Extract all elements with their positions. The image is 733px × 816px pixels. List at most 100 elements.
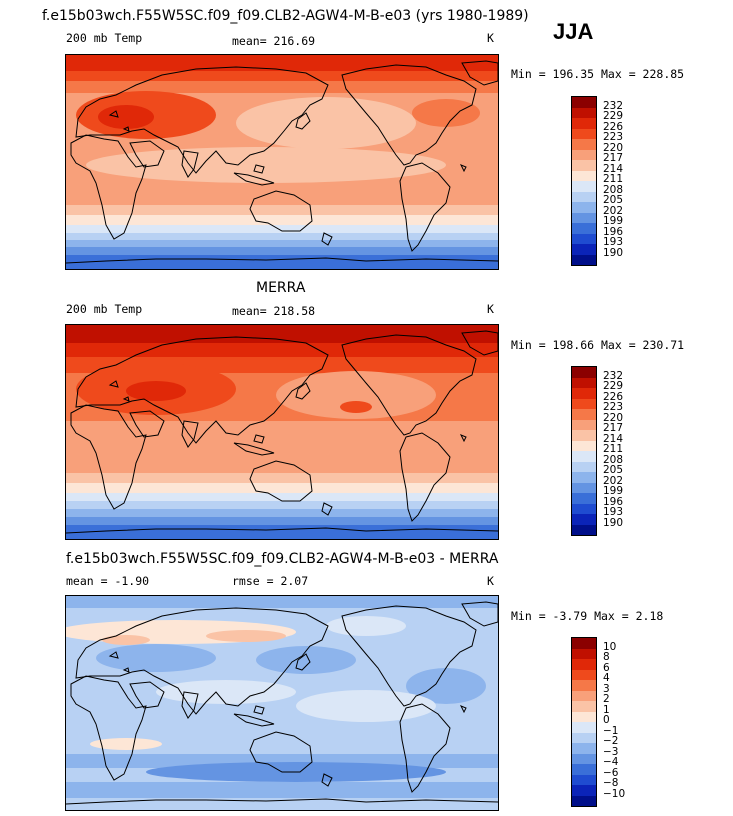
colorbar-1-labels: 232 229 226 223 220 217 214 211 208 205 … <box>603 100 624 259</box>
panel3-map-svg <box>66 596 498 810</box>
colorbar-2-label: 211 <box>603 443 624 456</box>
colorbar-3-swatch <box>572 753 596 764</box>
colorbar-2-swatch <box>572 440 596 451</box>
colorbar-3-label: −2 <box>603 735 619 748</box>
panel1-units: K <box>487 31 494 45</box>
colorbar-2-label: 193 <box>603 506 624 519</box>
colorbar-2-swatch <box>572 398 596 409</box>
colorbar-3 <box>571 637 597 807</box>
panel1-map <box>65 54 499 270</box>
panel1-variable: 200 mb Temp <box>66 31 143 45</box>
colorbar-1-label: 196 <box>603 225 624 238</box>
colorbar-3-label: 8 <box>603 651 610 664</box>
panel1-minmax: Min = 196.35 Max = 228.85 <box>511 67 685 81</box>
colorbar-1-swatch <box>572 212 596 223</box>
panel2-units: K <box>487 302 494 316</box>
colorbar-2-swatch <box>572 388 596 399</box>
colorbar-3-label: −3 <box>603 745 619 758</box>
colorbar-1-swatch <box>572 191 596 202</box>
panel3-rmse: rmse = 2.07 <box>232 574 309 588</box>
colorbar-3-swatch <box>572 669 596 680</box>
colorbar-2-swatch <box>572 367 596 378</box>
colorbar-2-label: 223 <box>603 401 624 414</box>
panel1-mean: mean= 216.69 <box>232 34 316 48</box>
colorbar-2-swatch <box>572 409 596 420</box>
colorbar-1-swatch <box>572 244 596 255</box>
colorbar-3-label: 10 <box>603 641 617 653</box>
colorbar-1-label: 190 <box>603 246 624 259</box>
colorbar-3-label: 2 <box>603 693 610 706</box>
colorbar-2-swatch <box>572 377 596 388</box>
colorbar-3-swatch <box>572 785 596 796</box>
colorbar-1-label: 223 <box>603 131 624 144</box>
colorbar-3-swatch <box>572 722 596 733</box>
colorbar-2-swatch <box>572 503 596 514</box>
panel1-map-svg <box>66 55 498 269</box>
panel2-map-svg <box>66 325 498 539</box>
colorbar-3-swatch <box>572 659 596 670</box>
colorbar-1-label: 199 <box>603 215 624 228</box>
colorbar-2 <box>571 366 597 536</box>
panel3-mean: mean = -1.90 <box>66 574 150 588</box>
colorbar-3-label: −1 <box>603 724 619 737</box>
colorbar-1-label: 205 <box>603 194 624 207</box>
colorbar-1-swatch <box>572 233 596 244</box>
colorbar-3-swatch <box>572 648 596 659</box>
panel2-mean: mean= 218.58 <box>232 304 316 318</box>
colorbar-3-label: 1 <box>603 703 610 716</box>
colorbar-2-swatch <box>572 482 596 493</box>
colorbar-2-label: 202 <box>603 474 624 487</box>
colorbar-3-label: 4 <box>603 672 610 685</box>
colorbar-3-label: 6 <box>603 661 610 674</box>
colorbar-3-swatch <box>572 764 596 775</box>
colorbar-1-swatch <box>572 118 596 129</box>
colorbar-1-swatch <box>572 202 596 213</box>
colorbar-2-label: 208 <box>603 453 624 466</box>
colorbar-1-label: 208 <box>603 183 624 196</box>
colorbar-2-label: 226 <box>603 390 624 403</box>
colorbar-1-swatch <box>572 128 596 139</box>
colorbar-2-swatch <box>572 419 596 430</box>
colorbar-1-label: 229 <box>603 110 624 123</box>
colorbar-3-label: 3 <box>603 682 610 695</box>
colorbar-2-label: 220 <box>603 411 624 424</box>
colorbar-1-swatch <box>572 97 596 108</box>
colorbar-1 <box>571 96 597 266</box>
panel3-title: f.e15b03wch.F55W5SC.f09_f09.CLB2-AGW4-M-… <box>66 551 499 567</box>
season-label: JJA <box>553 19 594 44</box>
colorbar-1-label: 232 <box>603 100 624 112</box>
colorbar-3-swatch <box>572 732 596 743</box>
colorbar-1-label: 214 <box>603 162 624 175</box>
colorbar-3-swatch <box>572 680 596 691</box>
panel2-title: MERRA <box>256 280 306 296</box>
colorbar-3-swatch <box>572 690 596 701</box>
colorbar-1-label: 217 <box>603 152 624 165</box>
colorbar-2-label: 190 <box>603 516 624 529</box>
colorbar-3-labels: 10 8 6 4 3 2 1 0 −1 −2 −3 −4 −6 −8 −10 <box>603 641 625 800</box>
colorbar-3-swatch <box>572 743 596 754</box>
colorbar-3-swatch <box>572 795 596 806</box>
colorbar-3-label: −8 <box>603 777 619 790</box>
colorbar-2-label: 217 <box>603 422 624 435</box>
colorbar-3-swatch <box>572 701 596 712</box>
colorbar-1-label: 202 <box>603 204 624 217</box>
colorbar-1-label: 193 <box>603 236 624 249</box>
panel3-units: K <box>487 574 494 588</box>
colorbar-2-labels: 232 229 226 223 220 217 214 211 208 205 … <box>603 370 624 529</box>
colorbar-1-swatch <box>572 149 596 160</box>
colorbar-3-label: 0 <box>603 714 610 727</box>
colorbar-3-swatch <box>572 638 596 649</box>
colorbar-3-swatch <box>572 711 596 722</box>
colorbar-3-swatch <box>572 774 596 785</box>
colorbar-1-swatch <box>572 139 596 150</box>
colorbar-2-swatch <box>572 524 596 535</box>
colorbar-3-label: −6 <box>603 766 619 779</box>
colorbar-1-swatch <box>572 181 596 192</box>
colorbar-3-label: −4 <box>603 756 619 769</box>
colorbar-1-swatch <box>572 107 596 118</box>
colorbar-1-label: 220 <box>603 141 624 154</box>
panel2-variable: 200 mb Temp <box>66 302 143 316</box>
colorbar-2-label: 199 <box>603 485 624 498</box>
colorbar-2-label: 232 <box>603 370 624 382</box>
panel2-minmax: Min = 198.66 Max = 230.71 <box>511 338 685 352</box>
